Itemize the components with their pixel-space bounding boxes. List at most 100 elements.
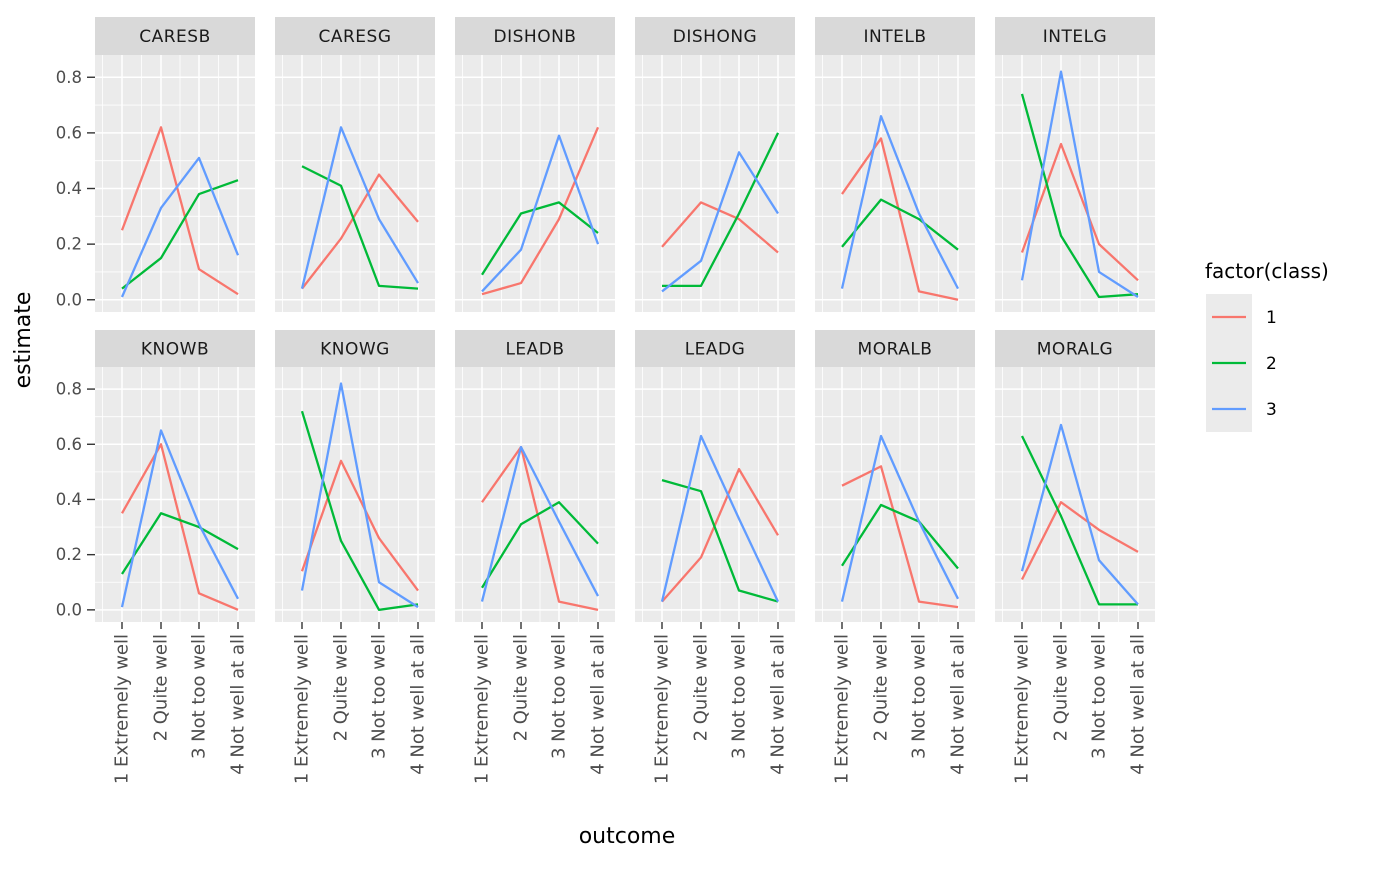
facet-INTELG: INTELG: [995, 17, 1155, 312]
panel-background-LEADG: [635, 367, 795, 622]
series-line-class1-LEADB: [481, 445, 599, 611]
facet-DISHONB: DISHONB: [455, 17, 615, 312]
series-line-class1-KNOWB: [120, 443, 239, 611]
series-line-class2-CARESG: [301, 165, 419, 290]
facet-strip-MORALG: [995, 330, 1155, 367]
y-axis-tick-label: 0.8: [56, 380, 82, 399]
facet-LEADG: LEADG 1 Extremely well 2 Quite well 3 Not t…: [635, 330, 795, 784]
facet-MORALG: MORALG 1 Extremely well 2 Quite well 3 Not …: [995, 330, 1155, 784]
series-line-class2-INTELG: [1020, 93, 1139, 299]
facet-strip-label: DISHONB: [494, 27, 577, 47]
series-line-class2-INTELB: [841, 198, 959, 251]
series-line-class3-DISHONB: [481, 134, 600, 293]
legend-entry-label: 1: [1266, 308, 1277, 328]
series-line-class2-KNOWB: [121, 512, 239, 575]
series-line-class1-INTELB: [841, 137, 959, 301]
facet-strip-DISHONG: [635, 17, 795, 55]
x-axis-tick-label: 2 Quite well: [511, 634, 532, 741]
x-axis-tick-label: 2 Quite well: [331, 634, 352, 741]
x-axis-tick-label: 4 Not well at all: [768, 634, 789, 775]
legend: factor(class) 1 2 3: [1205, 259, 1329, 432]
y-axis-tick-label: 0.2: [56, 545, 82, 564]
facet-strip-label: KNOWG: [320, 340, 390, 360]
facet-strip-CARESG: [275, 17, 435, 55]
x-axis-tick-label: 4 Not well at all: [588, 634, 609, 775]
y-axis-tick-label: 0.4: [56, 490, 82, 509]
x-axis-tick-label: 4 Not well at all: [948, 634, 969, 775]
legend-title: factor(class): [1205, 259, 1329, 283]
x-axis-tick-label: 1 Extremely well: [112, 634, 133, 784]
x-axis-tick-label: 2 Quite well: [151, 634, 172, 741]
x-axis-tick-label: 3 Not too well: [729, 634, 750, 759]
x-axis-tick-label: 3 Not too well: [189, 634, 210, 759]
x-axis-tick-label: 2 Quite well: [691, 634, 712, 741]
facet-strip-INTELG: [995, 17, 1155, 55]
series-line-class3-KNOWG: [300, 382, 419, 609]
facet-strip-label: DISHONG: [673, 27, 757, 47]
series-line-class2-MORALB: [841, 503, 959, 570]
series-line-class3-CARESB: [120, 156, 240, 298]
facet-LEADB: LEADB 1 Extremely well 2 Quite well 3 Not t…: [455, 330, 615, 784]
series-line-class3-DISHONG: [661, 151, 779, 293]
x-axis-tick-label: 1 Extremely well: [832, 634, 853, 784]
legend-entry-label: 2: [1266, 354, 1277, 374]
series-line-class3-KNOWB: [120, 429, 240, 608]
series-line-class1-MORALB: [841, 465, 959, 609]
panel-background-KNOWG: [275, 367, 435, 622]
facet-strip-KNOWB: [95, 330, 255, 367]
y-axis-tick-label: 0.0: [56, 600, 82, 619]
series-line-class2-DISHONG: [662, 132, 780, 288]
series-line-class3-MORALB: [840, 434, 960, 602]
x-axis-tick-label: 2 Quite well: [1051, 634, 1072, 741]
series-line-class1-INTELG: [1020, 142, 1139, 282]
facet-strip-label: MORALG: [1037, 340, 1113, 360]
series-line-class1-DISHONG: [661, 201, 779, 254]
facet-INTELB: INTELB: [815, 17, 975, 312]
y-axis-tick-label: 0.2: [56, 235, 82, 254]
y-axis-title: estimate: [11, 292, 36, 389]
series-line-class3-LEADB: [480, 445, 600, 602]
series-line-class3-CARESG: [300, 126, 419, 289]
facet-MORALB: MORALB 1 Extremely well 2 Quite well 3 Not …: [815, 330, 975, 784]
facet-strip-CARESB: [95, 17, 255, 55]
y-axis-tick-label: 0.6: [56, 435, 82, 454]
x-axis-tick-label: 4 Not well at all: [228, 634, 249, 775]
facet-strip-LEADG: [635, 330, 795, 367]
series-line-class3-INTELB: [840, 115, 960, 290]
x-axis-tick-label: 4 Not well at all: [408, 634, 429, 775]
series-line-class2-KNOWG: [300, 410, 419, 612]
facet-KNOWG: KNOWG 1 Extremely well 2 Quite well 3 Not t…: [275, 330, 435, 784]
series-line-class3-LEADG: [660, 434, 780, 603]
x-axis-tick-label: 1 Extremely well: [292, 634, 313, 784]
y-axis-tick-label: 0.8: [56, 68, 82, 87]
facet-strip-label: MORALB: [858, 340, 933, 360]
x-axis-tick-label: 3 Not too well: [909, 634, 930, 759]
x-axis-tick-label: 1 Extremely well: [472, 634, 493, 784]
series-line-class2-LEADB: [481, 501, 599, 589]
facet-strip-INTELB: [815, 17, 975, 55]
series-line-class3-MORALG: [1020, 423, 1139, 606]
facet-KNOWB: KNOWB 0.0 0.2 0.4 0.6 0.8 1 Extremely well 2 Qu…: [56, 330, 255, 784]
series-line-class1-DISHONB: [481, 126, 600, 296]
x-axis-tick-label: 3 Not too well: [369, 634, 390, 759]
facet-CARESB: CARESB 0.0 0.2 0.4 0.6 0.8: [56, 17, 255, 312]
facet-strip-label: CARESG: [318, 27, 391, 47]
facet-strip-label: LEADB: [505, 340, 564, 360]
facet-strip-LEADB: [455, 330, 615, 367]
facet-strip-label: INTELG: [1043, 27, 1108, 47]
legend-entry-label: 3: [1266, 400, 1277, 420]
series-line-class2-MORALG: [1020, 435, 1138, 606]
x-axis-title: outcome: [579, 824, 676, 849]
x-axis-tick-label: 1 Extremely well: [1012, 634, 1033, 784]
x-axis-tick-label: 2 Quite well: [871, 634, 892, 741]
series-line-class2-LEADG: [661, 479, 779, 603]
y-axis-tick-label: 0.6: [56, 123, 82, 142]
facet-strip-label: LEADG: [685, 340, 746, 360]
series-line-class1-CARESB: [120, 126, 239, 296]
x-axis-tick-label: 4 Not well at all: [1128, 634, 1149, 775]
facet-strip-label: CARESB: [139, 27, 211, 47]
series-line-class1-CARESG: [301, 173, 419, 290]
series-line-class3-INTELG: [1020, 70, 1139, 298]
panel-background-DISHONB: [455, 55, 615, 312]
